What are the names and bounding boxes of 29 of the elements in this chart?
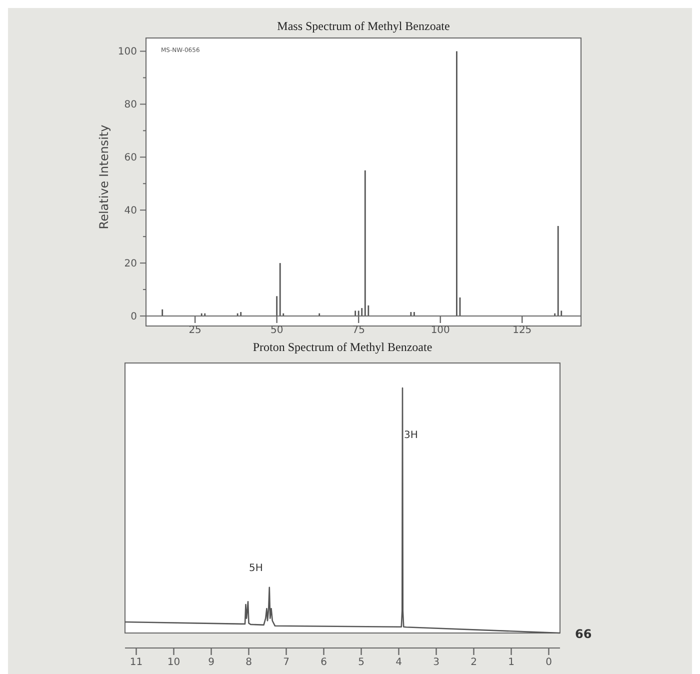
x-tick-label: 50 [270, 325, 284, 336]
chart-title: Proton Spectrum of Methyl Benzoate [252, 340, 432, 354]
x-tick-label: 1 [508, 657, 514, 668]
annotation: 3H [404, 430, 418, 441]
x-tick-label: 25 [188, 325, 202, 336]
x-tick-label: 75 [352, 325, 365, 336]
y-tick-label: 80 [124, 100, 137, 111]
x-tick-label: 2 [470, 657, 477, 668]
x-tick-label: 5 [358, 657, 364, 668]
x-tick-label: 6 [320, 657, 327, 668]
annotation: 5H [249, 563, 263, 574]
x-tick-label: 125 [512, 325, 532, 336]
x-tick-label: 8 [246, 657, 252, 668]
y-tick-label: 20 [124, 258, 137, 270]
text: 66 [575, 627, 592, 641]
chart-title: Mass Spectrum of Methyl Benzoate [277, 19, 450, 33]
x-tick-label: 4 [396, 657, 402, 668]
y-tick-label: 0 [130, 312, 137, 322]
x-tick-label: 7 [283, 657, 290, 668]
y-tick-label: 100 [118, 46, 137, 58]
y-tick-label: 60 [124, 152, 137, 164]
y-axis-title: Relative Intensity [97, 124, 111, 230]
x-tick-label: 9 [208, 657, 214, 668]
x-tick-label: 0 [546, 657, 552, 668]
x-tick-label: 11 [130, 657, 143, 668]
x-tick-label: 3 [433, 657, 440, 668]
x-tick-label: 10 [167, 657, 180, 668]
y-tick-label: 40 [124, 206, 137, 217]
x-tick-label: 100 [430, 325, 450, 336]
